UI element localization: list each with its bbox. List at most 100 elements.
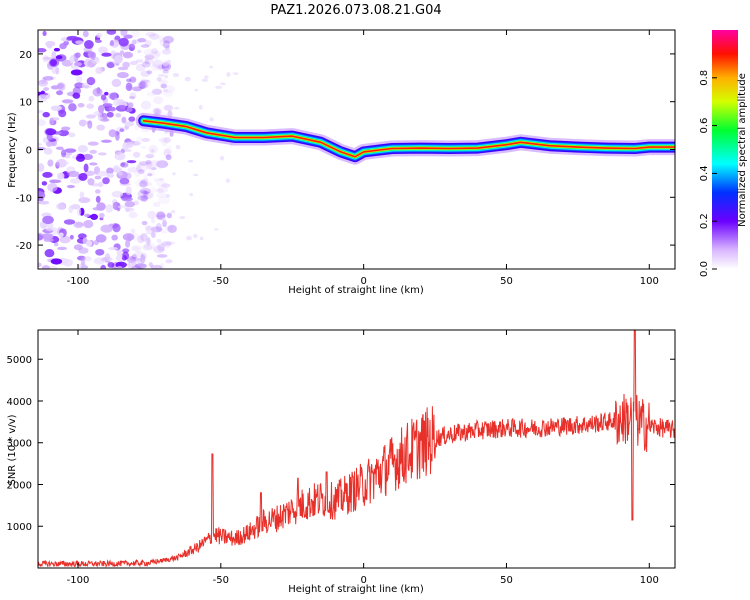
noise-blob [186,235,192,241]
noise-blob [137,49,142,54]
noise-blob [104,91,109,96]
y-tick-label: 1000 [7,522,32,533]
colorbar-tick-label: 0.8 [699,70,710,86]
noise-blob [153,201,161,208]
snr-series-line [38,330,675,568]
noise-blob [82,30,89,38]
noise-blob [159,39,167,47]
y-tick-label: 10 [19,98,32,109]
noise-blob [140,252,147,260]
noise-blob [106,167,114,175]
noise-blob [89,162,98,166]
noise-blob [139,81,146,89]
noise-blob [125,82,133,92]
noise-blob [142,191,154,200]
noise-blob [145,226,155,235]
noise-blob [75,76,83,83]
noise-blob [127,167,139,173]
noise-blob [77,103,85,108]
noise-blob [87,141,99,146]
noise-blob [57,172,65,180]
noise-blob [53,242,59,247]
noise-blob [125,141,134,148]
noise-blob [122,233,135,241]
noise-blob [161,183,171,188]
noise-blob [53,47,61,52]
noise-blob [150,226,163,233]
noise-blob [55,55,63,60]
noise-blob [201,78,209,82]
noise-blob [70,178,81,184]
noise-blob [147,173,153,177]
noise-blob [117,205,129,209]
noise-blob [137,190,149,199]
noise-blob [226,72,231,78]
noise-blob [157,243,165,252]
noise-blob [165,241,176,245]
noise-blob [148,144,158,154]
ridge-band [142,120,675,158]
noise-blob [126,256,137,264]
noise-blob [43,87,50,91]
y-tick-label: 0 [26,146,32,157]
noise-blob [157,186,169,194]
noise-blob [152,96,164,105]
noise-blob [129,257,141,262]
noise-blob [141,61,151,68]
noise-blob [144,54,155,60]
noise-blob [87,51,96,59]
noise-blob [94,175,102,180]
noise-blob [141,220,148,226]
noise-blob [121,116,127,124]
noise-blob [131,39,137,45]
noise-blob [160,83,168,89]
noise-blob [97,170,108,177]
noise-blob [95,234,107,243]
noise-blob [129,76,137,83]
noise-blob [96,32,103,38]
noise-blob [162,70,169,74]
noise-blob [38,262,42,268]
noise-blob [156,76,162,82]
noise-blob [134,263,147,269]
noise-blob [43,238,54,242]
noise-blob [100,94,107,101]
noise-blob [150,217,156,224]
noise-blob [58,232,64,238]
noise-blob [125,239,131,248]
noise-blob [135,59,144,63]
noise-blob [74,82,85,89]
figure-title: PAZ1.2026.073.08.21.G04 [270,3,441,18]
noise-blob [106,30,117,35]
top-y-ticks: -20 -10 0 10 20 [16,50,675,252]
noise-blob [156,193,168,198]
noise-blob [144,181,153,187]
noise-blob [162,63,169,67]
noise-blob [140,77,146,83]
noise-blob [128,211,138,219]
noise-blob [166,145,173,155]
noise-blob [111,78,122,88]
noise-blob [58,129,69,137]
signal-ridge [135,112,675,165]
noise-blob [156,254,168,258]
noise-blob [87,120,93,129]
noise-blob [147,161,153,170]
noise-blob [88,95,95,102]
noise-blob [134,38,142,44]
x-tick-label: 0 [360,276,366,287]
x-tick-label: -100 [67,276,90,287]
noise-blob [143,178,149,184]
noise-blob [72,92,81,99]
colorbar: 0.0 0.2 0.4 0.6 0.8 Normalized spectral ampl… [699,30,748,277]
noise-blob [158,80,169,85]
noise-blob [42,215,54,225]
noise-blob [132,86,143,92]
noise-blob [173,106,180,110]
noise-blob [165,225,174,231]
noise-blob [98,212,105,219]
noise-blob [143,173,148,182]
bottom-x-axis-label: Height of straight line (km) [288,584,424,595]
noise-blob [86,103,95,109]
